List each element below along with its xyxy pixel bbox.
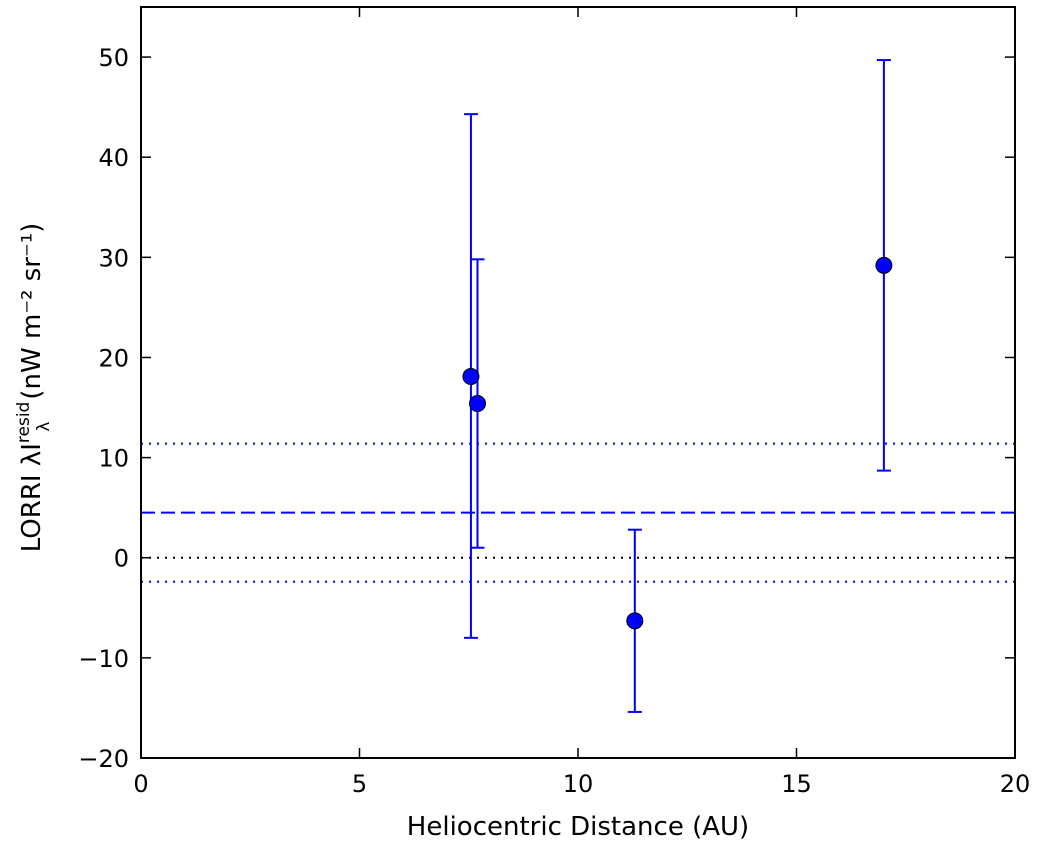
x-tick-label: 0	[133, 770, 148, 798]
y-tick-label: 50	[98, 44, 129, 72]
error-bars	[463, 59, 891, 713]
data-point-2	[626, 612, 644, 630]
reference-lines	[141, 442, 1015, 583]
y-axis-label-superscript: resid	[14, 402, 34, 443]
x-axis-label: Heliocentric Distance (AU)	[407, 812, 749, 842]
data-point-3	[875, 256, 893, 274]
x-tick-label: 20	[1000, 770, 1031, 798]
axis-ticks	[140, 7, 1016, 759]
y-tick-label: 0	[114, 545, 129, 573]
y-axis-label-units: (nW m⁻² sr⁻¹)	[17, 223, 47, 400]
y-axis-label-prefix: LORRI λI	[17, 443, 47, 552]
y-tick-label: 40	[98, 144, 129, 172]
y-tick-label: −20	[78, 745, 129, 773]
x-tick-label: 10	[563, 770, 594, 798]
data-point-0	[462, 367, 480, 385]
x-tick-labels: 0 5 10 15 20	[133, 770, 1030, 798]
data-points	[462, 256, 893, 630]
x-tick-label: 15	[781, 770, 812, 798]
y-tick-labels: −20 −10 0 10 20 30 40 50	[78, 44, 129, 773]
y-tick-label: 30	[98, 244, 129, 272]
y-tick-label: 20	[98, 344, 129, 372]
y-axis-label-subscript: λ	[34, 422, 54, 432]
y-axis-label: LORRI λIresidλ (nW m⁻² sr⁻¹)	[14, 223, 54, 553]
y-tick-label: 10	[98, 445, 129, 473]
x-tick-label: 5	[352, 770, 367, 798]
y-tick-label: −10	[78, 645, 129, 673]
data-point-1	[468, 395, 486, 413]
